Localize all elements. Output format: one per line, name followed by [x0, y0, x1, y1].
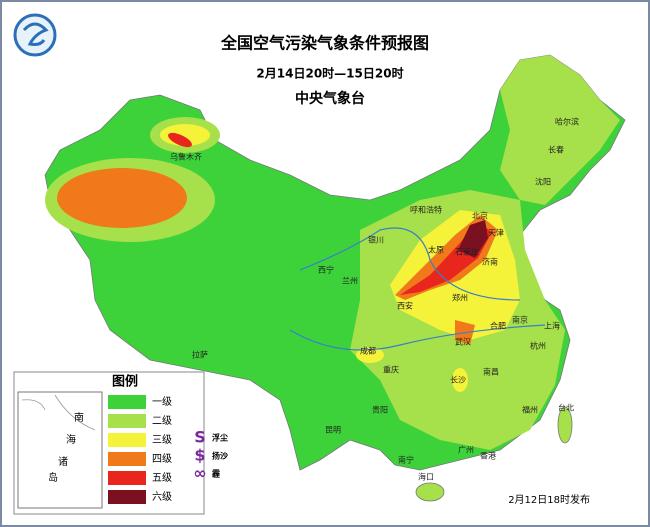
- city-label: 长春: [548, 145, 564, 155]
- region-level-3: [452, 368, 468, 392]
- city-label: 重庆: [383, 365, 399, 375]
- region-level-5: [168, 132, 192, 148]
- city-label: 昆明: [325, 426, 341, 435]
- period: 2月14日20时—15日20时: [256, 66, 403, 81]
- inset-box: [17, 391, 103, 509]
- river: [299, 227, 521, 301]
- city-label: 银川: [368, 235, 384, 245]
- city-label: 哈尔滨: [555, 117, 579, 127]
- legend-label: 五级: [152, 472, 172, 484]
- legend-symbol-label: 扬沙: [212, 451, 228, 461]
- legend-swatch: [108, 471, 146, 485]
- city-label: 济南: [482, 257, 498, 267]
- city-label: 贵阳: [372, 405, 388, 415]
- region-level-6: [458, 220, 488, 258]
- city-label: 南宁: [398, 455, 414, 465]
- hainan: [415, 482, 445, 502]
- legend-swatch: [108, 490, 146, 504]
- legend-title: 图例: [112, 374, 138, 390]
- region-level-3: [356, 347, 384, 363]
- logo-mark: [22, 22, 49, 46]
- taiwan: [557, 406, 573, 444]
- city-label: 台北: [558, 403, 574, 413]
- city-label: 武汉: [455, 337, 471, 347]
- city-label: 石家庄: [455, 247, 479, 257]
- city-label: 杭州: [530, 341, 546, 351]
- legend-symbol-label: 浮尘: [212, 433, 228, 443]
- city-label: 天津: [488, 228, 504, 238]
- inset-label: 诸: [58, 456, 68, 468]
- city-label: 南昌: [483, 367, 499, 377]
- legend-label: 六级: [152, 491, 172, 503]
- city-label: 北京: [472, 211, 488, 221]
- inset-coast: [21, 394, 96, 431]
- inset-label: 岛: [48, 471, 58, 484]
- city-label: 呼和浩特: [410, 205, 442, 215]
- legend-label: 二级: [152, 415, 172, 427]
- legend-label: 四级: [152, 453, 172, 465]
- legend-symbol-label: 霾: [212, 469, 220, 479]
- region-level-4: [57, 168, 187, 228]
- city-label: 香港: [480, 451, 496, 461]
- city-label: 南京: [512, 315, 528, 325]
- city-label: 广州: [458, 445, 474, 455]
- inset-label: 南: [74, 411, 84, 424]
- city-label: 乌鲁木齐: [170, 152, 202, 162]
- city-label: 拉萨: [192, 350, 208, 360]
- city-label: 兰州: [342, 276, 358, 286]
- legend-label: 一级: [152, 396, 172, 408]
- cities: 乌鲁木齐 哈尔滨 长春 沈阳 呼和浩特 北京 天津 石家庄 太原 济南 银川 兰…: [170, 117, 579, 482]
- city-label: 西宁: [318, 265, 334, 275]
- inset-label: 海: [66, 433, 76, 446]
- city-label: 西安: [397, 301, 413, 311]
- legend-swatch: [108, 414, 146, 428]
- published: 2月12日18时发布: [508, 493, 590, 506]
- legend-label: 三级: [152, 434, 172, 446]
- region-level-2: [500, 55, 620, 205]
- legend-swatch: [108, 452, 146, 466]
- map-title: 全国空气污染气象条件预报图: [220, 34, 429, 53]
- city-label: 合肥: [490, 321, 506, 331]
- legend-symbol: S: [194, 428, 206, 447]
- city-label: 长沙: [450, 375, 466, 385]
- city-label: 沈阳: [535, 177, 551, 187]
- city-label: 福州: [522, 406, 538, 415]
- city-label: 海口: [418, 472, 434, 482]
- river: [289, 324, 546, 351]
- issuer: 中央气象台: [295, 90, 365, 107]
- city-label: 上海: [544, 321, 560, 331]
- city-label: 太原: [428, 245, 444, 255]
- legend-swatch: [108, 433, 146, 447]
- legend-swatch: [108, 395, 146, 409]
- city-label: 郑州: [452, 293, 468, 303]
- city-label: 成都: [360, 346, 376, 356]
- legend-symbol: ∞: [193, 464, 206, 483]
- legend-symbol: $: [194, 446, 205, 465]
